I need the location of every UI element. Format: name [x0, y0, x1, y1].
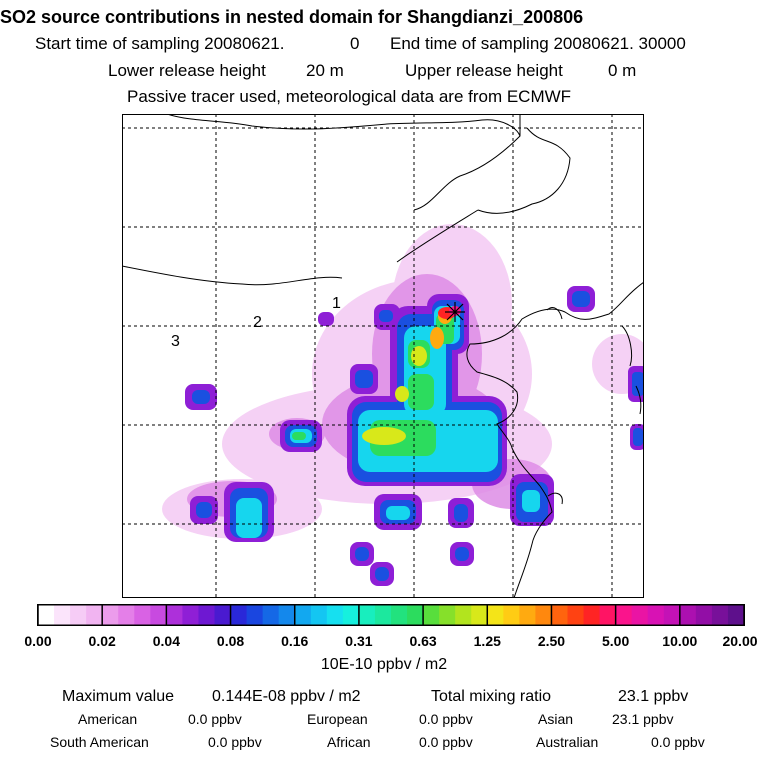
color-scale-units: 10E-10 ppbv / m2 [320, 656, 448, 673]
color-scale-cell [102, 605, 119, 625]
color-scale-cell [342, 605, 360, 625]
start-time-value: 0 [350, 34, 360, 53]
color-scale-cell [631, 605, 649, 625]
color-scale-cell [711, 605, 729, 625]
color-scale-cell [198, 605, 215, 625]
color-scale-tick-label: 0.00 [24, 633, 52, 649]
region-south-american-label: South American [50, 734, 149, 750]
color-scale-tick-label: 0.31 [345, 633, 373, 649]
color-scale-frame [37, 604, 745, 626]
color-scale-cell [535, 605, 552, 625]
station-star-icon [445, 302, 465, 322]
max-value: 0.144E-08 ppbv / m2 [212, 688, 361, 705]
region-european-label: European [307, 711, 368, 727]
color-scale-cell [374, 605, 392, 625]
map-frame [122, 114, 644, 598]
color-scale-cell [38, 605, 55, 625]
color-scale-cell [487, 605, 504, 625]
region-australian-label: Australian [536, 734, 599, 750]
color-scale-cell [54, 605, 71, 625]
info-line: Passive tracer used, meteorological data… [127, 87, 572, 106]
contribution-map: 1 2 3 [122, 114, 644, 598]
color-scale-cell [278, 605, 296, 625]
color-scale-cell [86, 605, 103, 625]
color-scale-cell [519, 605, 536, 625]
color-scale-cell [230, 605, 248, 625]
total-mixing-label: Total mixing ratio [431, 688, 552, 705]
marker-1: 1 [332, 295, 341, 312]
color-scale-cell [391, 605, 408, 625]
color-scale-cell [695, 605, 713, 625]
color-scale-cell [439, 605, 456, 625]
color-scale-tick-label: 0.08 [216, 633, 245, 649]
color-scale-cell [599, 605, 617, 625]
end-time-label: End time of sampling 20080621. 30000 [390, 34, 686, 53]
color-scale-cell [471, 605, 488, 625]
upper-release-value: 0 m [608, 61, 637, 80]
color-scale-cell [423, 605, 440, 625]
region-australian-value: 0.0 ppbv [651, 734, 705, 750]
region-european-value: 0.0 ppbv [419, 711, 473, 727]
color-scale-cell [727, 605, 745, 625]
region-african-value: 0.0 ppbv [419, 734, 473, 750]
color-scale-cell [583, 605, 601, 625]
color-scale-cell [134, 605, 151, 625]
marker-3: 3 [171, 333, 180, 350]
coastline [122, 114, 644, 598]
color-scale-tick-label: 0.63 [409, 633, 437, 649]
color-scale-tick-label: 0.02 [88, 633, 116, 649]
color-scale-cell [294, 605, 312, 625]
region-asian-value: 23.1 ppbv [612, 711, 674, 727]
color-scale-cell [551, 605, 568, 625]
upper-release-label: Upper release height [405, 61, 563, 80]
color-scale-cell [118, 605, 135, 625]
color-scale-cell [503, 605, 520, 625]
color-scale-cell [150, 605, 167, 625]
lower-release-label: Lower release height [108, 61, 266, 80]
color-scale-cell [407, 605, 424, 625]
start-time-label: Start time of sampling 20080621. [35, 34, 285, 53]
color-scale-cell [358, 605, 376, 625]
region-south-american-value: 0.0 ppbv [208, 734, 262, 750]
color-scale-cell [246, 605, 264, 625]
region-american-value: 0.0 ppbv [188, 711, 242, 727]
color-scale-cell [166, 605, 183, 625]
color-scale-cell [326, 605, 344, 625]
color-scale-tick-label: 10.00 [662, 633, 698, 649]
color-scale-cell [214, 605, 232, 625]
plume-yellow [362, 346, 427, 445]
color-scale-cell [567, 605, 585, 625]
grid-lines [122, 114, 644, 598]
color-scale-cell [647, 605, 665, 625]
marker-2: 2 [253, 314, 262, 331]
color-scale-tick-label: 2.50 [537, 633, 566, 649]
color-scale-cell [70, 605, 87, 625]
color-scale-cell [310, 605, 328, 625]
color-scale-cell [663, 605, 681, 625]
color-scale-tick-label: 0.16 [281, 633, 309, 649]
region-asian-label: Asian [538, 711, 574, 727]
color-scale-tick-label: 1.25 [473, 633, 501, 649]
total-mixing-value: 23.1 ppbv [618, 688, 689, 705]
color-scale-cell [182, 605, 199, 625]
color-scale-tick-label: 5.00 [602, 633, 630, 649]
plot-title: SO2 source contributions in nested domai… [0, 7, 584, 27]
max-value-label: Maximum value [62, 688, 175, 705]
color-scale-tick-label: 0.04 [152, 633, 180, 649]
region-american-label: American [78, 711, 138, 727]
lower-release-value: 20 m [306, 61, 344, 80]
color-scale-cell [455, 605, 472, 625]
color-scale-bar [37, 604, 745, 626]
color-scale-cell [615, 605, 633, 625]
color-scale-cell [262, 605, 280, 625]
region-african-label: African [327, 734, 371, 750]
color-scale-cell [679, 605, 697, 625]
color-scale-tick-label: 20.00 [722, 633, 758, 649]
